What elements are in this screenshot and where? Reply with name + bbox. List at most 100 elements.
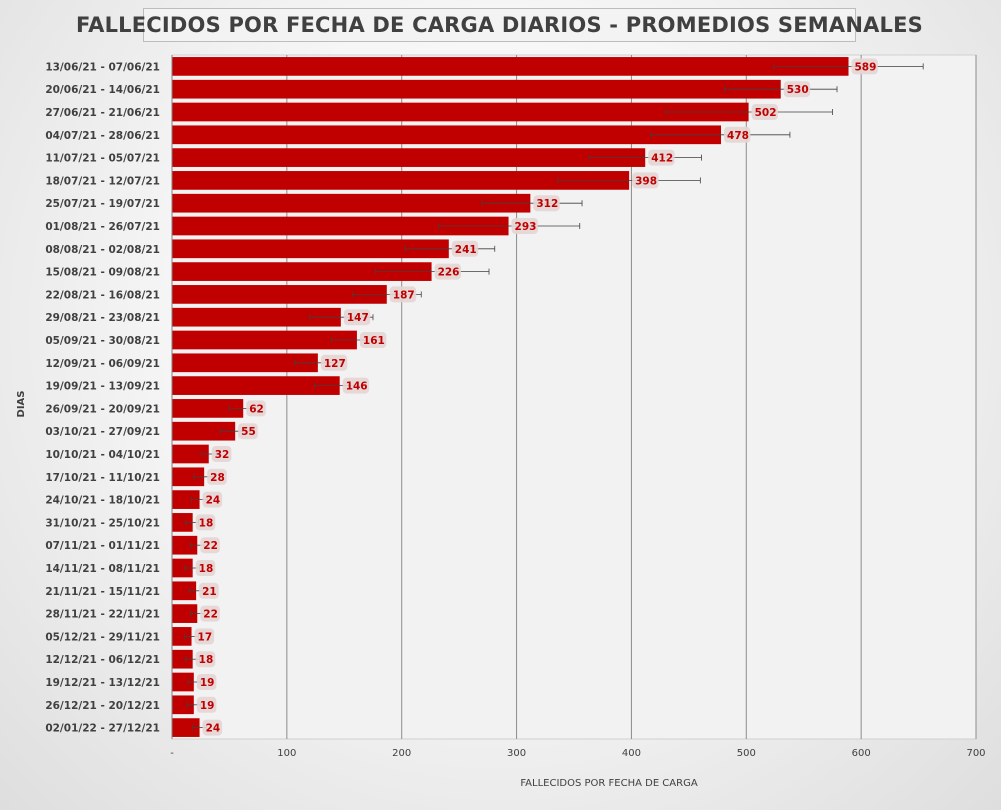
x-tick-label: 200 — [392, 748, 411, 759]
gridlines — [286, 55, 977, 739]
data-label-bg — [343, 309, 371, 326]
data-label: 22 — [203, 540, 218, 552]
x-tick-label: 400 — [622, 748, 641, 759]
category-label: 08/08/21 - 02/08/21 — [45, 244, 160, 256]
data-label-bg — [202, 491, 223, 508]
data-label: 32 — [215, 449, 230, 461]
data-label-bg — [434, 263, 461, 280]
bar — [172, 672, 194, 692]
category-label: 14/11/21 - 08/11/21 — [45, 563, 160, 575]
data-label: 226 — [438, 267, 460, 279]
bar — [172, 627, 192, 646]
bar — [172, 649, 193, 669]
category-label: 12/09/21 - 06/09/21 — [45, 358, 160, 370]
category-label: 15/08/21 - 09/08/21 — [45, 267, 160, 279]
category-label: 11/07/21 - 05/07/21 — [45, 153, 160, 165]
category-label: 07/11/21 - 01/11/21 — [45, 540, 160, 552]
bar — [172, 102, 749, 122]
category-label: 01/08/21 - 26/07/21 — [45, 221, 160, 233]
x-tick-label: 700 — [966, 748, 985, 759]
x-tick-label: - — [170, 748, 174, 759]
category-labels: 13/06/21 - 07/06/21 20/06/21 - 14/06/21 27… — [45, 61, 160, 734]
data-label-bg — [533, 195, 560, 212]
data-label-bg — [724, 126, 751, 143]
bar — [172, 239, 449, 259]
category-label: 04/07/21 - 28/06/21 — [45, 130, 160, 142]
category-label: 20/06/21 - 14/06/21 — [45, 84, 160, 96]
category-label: 26/12/21 - 20/12/21 — [45, 700, 160, 712]
bar — [172, 558, 193, 578]
data-label-bg — [246, 400, 266, 417]
data-label: 398 — [635, 175, 657, 187]
bar — [172, 216, 509, 236]
bar — [172, 262, 432, 281]
data-label: 241 — [455, 244, 477, 256]
data-label-bg — [196, 696, 217, 713]
x-tick-label: 600 — [852, 748, 871, 759]
bar — [172, 581, 197, 601]
category-label: 27/06/21 - 21/06/21 — [45, 107, 160, 119]
category-label: 13/06/21 - 07/06/21 — [45, 61, 160, 73]
x-tick-label: 300 — [507, 748, 526, 759]
bar — [172, 193, 531, 213]
data-label-bg — [211, 446, 232, 462]
category-label: 05/12/21 - 29/11/21 — [45, 631, 160, 643]
data-label: 19 — [200, 677, 215, 689]
category-label: 05/09/21 - 30/08/21 — [45, 335, 160, 347]
category-label: 02/01/22 - 27/12/21 — [45, 723, 160, 735]
bar — [172, 490, 200, 509]
bar — [172, 444, 209, 464]
data-labels: 589 530 502 478 412 398 312 293 241 226 187 147 161 1… — [194, 58, 878, 736]
data-label: 293 — [515, 221, 537, 233]
category-label: 12/12/21 - 06/12/21 — [45, 654, 160, 666]
data-label: 21 — [202, 586, 217, 598]
category-label: 19/09/21 - 13/09/21 — [45, 381, 160, 393]
data-label-bg — [851, 58, 878, 75]
data-label-bg — [200, 537, 220, 554]
category-label: 22/08/21 - 16/08/21 — [45, 289, 160, 301]
y-axis-title: DIAS — [16, 391, 27, 418]
category-label: 29/08/21 - 23/08/21 — [45, 312, 160, 324]
bar — [172, 285, 387, 304]
data-label: 589 — [855, 61, 877, 73]
data-label-bg — [194, 628, 215, 645]
bar — [172, 353, 318, 373]
bar — [172, 307, 341, 327]
category-label: 19/12/21 - 13/12/21 — [45, 677, 160, 689]
category-label: 10/10/21 - 04/10/21 — [45, 449, 160, 461]
bar — [172, 125, 722, 145]
data-label-bg — [195, 514, 216, 531]
chart-title-box: FALLECIDOS POR FECHA DE CARGA DIARIOS - … — [76, 8, 923, 42]
data-label: 312 — [536, 198, 558, 210]
bar — [172, 467, 205, 487]
category-label: 26/09/21 - 20/09/21 — [45, 403, 160, 415]
data-label: 18 — [199, 563, 214, 575]
data-label-bg — [320, 354, 348, 371]
bar — [172, 171, 630, 190]
data-label: 147 — [347, 312, 369, 324]
bar — [172, 421, 236, 441]
data-label: 127 — [324, 358, 346, 370]
category-label: 31/10/21 - 25/10/21 — [45, 517, 160, 529]
category-label: 24/10/21 - 18/10/21 — [45, 495, 160, 507]
data-label-bg — [632, 172, 659, 189]
x-axis-title: FALLECIDOS POR FECHA DE CARGA — [520, 778, 698, 789]
data-label-bg — [648, 149, 675, 166]
data-label-bg — [200, 605, 220, 622]
bar — [172, 513, 193, 532]
category-label: 18/07/21 - 12/07/21 — [45, 175, 160, 187]
x-tick-label: 100 — [277, 748, 296, 759]
category-label: 03/10/21 - 27/09/21 — [45, 426, 160, 438]
data-label-bg — [207, 468, 227, 485]
bar — [172, 148, 646, 167]
data-label-bg — [359, 332, 387, 348]
bar — [172, 604, 198, 623]
data-label: 18 — [199, 517, 214, 529]
data-label-bg — [389, 286, 417, 303]
bar — [172, 376, 340, 395]
data-label-bg — [195, 560, 216, 576]
chart-title: FALLECIDOS POR FECHA DE CARGA DIARIOS - … — [76, 13, 924, 37]
data-label: 161 — [363, 335, 385, 347]
data-label: 55 — [241, 426, 256, 438]
category-label: 21/11/21 - 15/11/21 — [45, 586, 160, 598]
